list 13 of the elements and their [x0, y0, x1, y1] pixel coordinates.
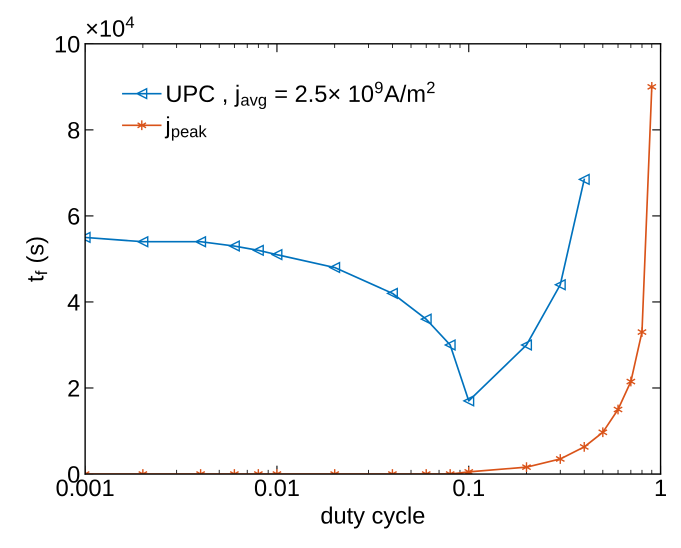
y-axis-title: t$_{f}$ (s): [26, 237, 48, 282]
y-tick-label: 10: [56, 36, 80, 53]
legend-label: UPC , j$_{avg}$ = 2.5× 10$^{9}$A/m$^{2}$: [167, 82, 435, 110]
x-axis-title: duty cycle: [321, 506, 424, 528]
y-tick-label: 6: [68, 208, 80, 225]
y-tick-label: 2: [68, 380, 80, 397]
x-tick-label: 1: [656, 480, 666, 496]
legend-label: j$_{peak}$: [164, 116, 207, 141]
x-tick-label: 0.1: [453, 480, 484, 496]
y-tick-label: 8: [68, 122, 80, 139]
y-tick-label: 4: [68, 294, 80, 311]
text: ×10$^{4}$: [86, 16, 134, 37]
x-tick-label: 0.01: [254, 480, 299, 496]
